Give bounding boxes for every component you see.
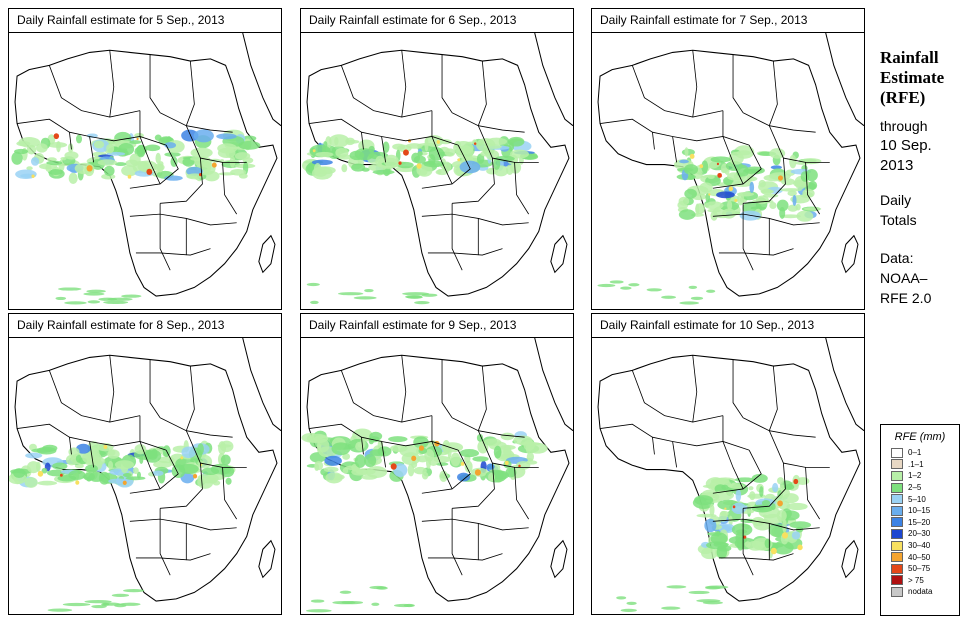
legend-item: 50–75 [881, 563, 959, 575]
legend-rows: 0–1.1–1 1–2 2–5 5–10 10–15 15–20 20–30 30–40 40–… [881, 447, 959, 598]
legend-swatch [891, 517, 903, 528]
panel-title: Daily Rainfall estimate for 10 Sep., 201… [592, 314, 864, 338]
legend-swatch [891, 482, 903, 493]
map-panel-6sep: Daily Rainfall estimate for 6 Sep., 2013 [300, 8, 574, 310]
panel-title: Daily Rainfall estimate for 8 Sep., 2013 [9, 314, 281, 338]
legend-label: 2–5 [908, 483, 922, 493]
title-line: Estimate [880, 68, 945, 87]
legend-item: 2–5 [881, 482, 959, 494]
legend-item: 20–30 [881, 528, 959, 540]
source-line: NOAA– [880, 270, 928, 286]
legend-swatch [891, 470, 903, 481]
legend-swatch [891, 505, 903, 516]
rainfall-map [301, 33, 573, 309]
period-label: Daily Totals [880, 190, 966, 230]
legend-label: 5–10 [908, 494, 926, 504]
legend-label: 15–20 [908, 517, 931, 527]
legend-item: 10–15 [881, 505, 959, 517]
legend-item: > 75 [881, 575, 959, 587]
rain-field [302, 134, 539, 305]
legend-swatch [891, 563, 903, 574]
period-line: Totals [880, 212, 917, 228]
legend-label: 40–50 [908, 552, 931, 562]
map-panel-9sep: Daily Rainfall estimate for 9 Sep., 2013 [300, 313, 574, 615]
legend-label: 20–30 [908, 529, 931, 539]
rainfall-map [9, 338, 281, 614]
legend-swatch [891, 447, 903, 458]
title-line: (RFE) [880, 88, 926, 107]
legend-item: nodata [881, 586, 959, 598]
legend-swatch [891, 459, 903, 470]
legend-item: .1–1 [881, 459, 959, 471]
legend-label: 30–40 [908, 541, 931, 551]
title-line: Rainfall [880, 48, 939, 67]
panel-title: Daily Rainfall estimate for 9 Sep., 2013 [301, 314, 573, 338]
source-line: RFE 2.0 [880, 290, 932, 306]
legend-item: 15–20 [881, 517, 959, 529]
map-panel-5sep: Daily Rainfall estimate for 5 Sep., 2013 [8, 8, 282, 310]
legend-label: 50–75 [908, 564, 931, 574]
period-line: Daily [880, 192, 912, 208]
legend-swatch [891, 540, 903, 551]
legend-item: 40–50 [881, 551, 959, 563]
rfe-legend: RFE (mm) 0–1.1–1 1–2 2–5 5–10 10–15 15–20 20–3… [880, 424, 960, 616]
rainfall-map [9, 33, 281, 309]
sidebar-title: Rainfall Estimate (RFE) [880, 48, 966, 108]
map-panel-10sep: Daily Rainfall estimate for 10 Sep., 201… [591, 313, 865, 615]
legend-item: 1–2 [881, 470, 959, 482]
rainfall-map [592, 338, 864, 614]
legend-item: 5–10 [881, 493, 959, 505]
panel-title: Daily Rainfall estimate for 6 Sep., 2013 [301, 9, 573, 33]
map-panel-7sep: Daily Rainfall estimate for 7 Sep., 2013 [591, 8, 865, 310]
legend-label: 10–15 [908, 506, 931, 516]
date-line: 2013 [880, 157, 914, 174]
legend-swatch [891, 552, 903, 563]
panel-title: Daily Rainfall estimate for 7 Sep., 2013 [592, 9, 864, 33]
legend-swatch [891, 528, 903, 539]
rainfall-map [301, 338, 573, 614]
legend-label: .1–1 [908, 459, 924, 469]
date-label: 10 Sep. 2013 [880, 136, 966, 176]
date-line: 10 Sep. [880, 137, 932, 154]
panel-title: Daily Rainfall estimate for 5 Sep., 2013 [9, 9, 281, 33]
legend-item: 0–1 [881, 447, 959, 459]
through-label: through [880, 118, 928, 134]
source-line: Data: [880, 250, 914, 266]
legend-label: nodata [908, 587, 933, 597]
legend-swatch [891, 494, 903, 505]
legend-swatch [891, 575, 903, 586]
source-label: Data: NOAA– RFE 2.0 [880, 248, 966, 308]
legend-item: 30–40 [881, 540, 959, 552]
rain-field [301, 428, 548, 613]
legend-label: 0–1 [908, 448, 922, 458]
legend-title: RFE (mm) [894, 431, 946, 443]
legend-label: > 75 [908, 575, 924, 585]
map-panel-8sep: Daily Rainfall estimate for 8 Sep., 2013 [8, 313, 282, 615]
legend-label: 1–2 [908, 471, 922, 481]
rain-field [616, 473, 812, 612]
rainfall-map [592, 33, 864, 309]
legend-swatch [891, 586, 903, 597]
